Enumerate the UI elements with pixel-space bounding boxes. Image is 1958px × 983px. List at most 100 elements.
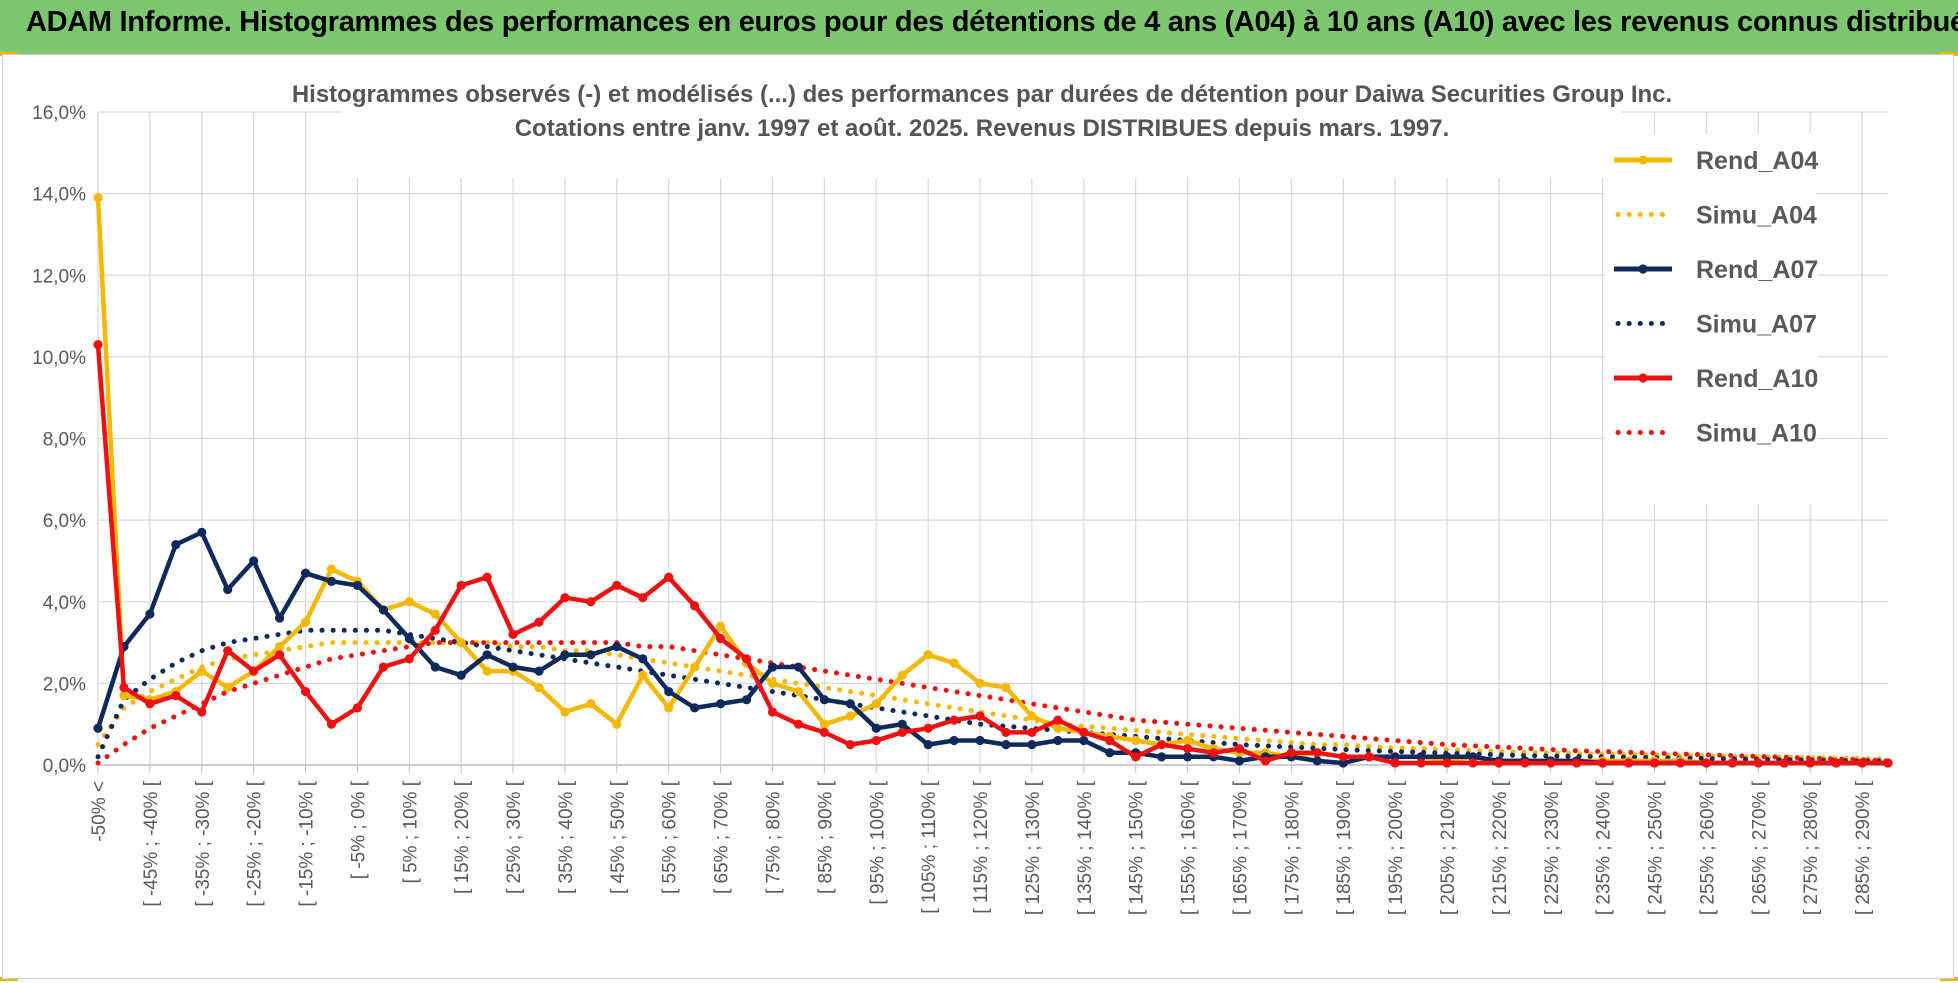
y-tick-label: 12,0% [32,266,86,287]
data-point [975,735,985,746]
data-point [586,699,596,709]
data-point [1312,748,1322,758]
data-point [949,715,959,725]
data-point [119,682,129,693]
data-point [404,654,414,664]
data-point [741,654,752,664]
data-point [586,597,596,607]
title-box [342,78,1622,178]
x-tick-label: [ -5% ; 0% [ [348,780,369,879]
x-tick-label: [ 95% ; 100% [ [867,780,888,904]
data-point [949,735,959,746]
data-point [1338,752,1348,762]
chart-title: Histogrammes observés (-) et modélisés (… [292,81,1672,108]
data-point [638,654,648,664]
data-point [145,609,155,619]
data-point [793,686,804,697]
data-point [1312,756,1322,766]
data-point [1831,758,1841,768]
legend-label: Simu_A07 [1696,311,1817,339]
data-point [1805,758,1815,768]
data-point [1234,744,1245,754]
data-point [560,593,570,603]
x-tick-label: [ 115% ; 120% [ [971,780,992,913]
data-point [171,540,181,550]
data-point [534,666,544,676]
data-point [690,662,700,672]
data-point [923,739,933,750]
x-tick-label: [ 185% ; 190% [ [1334,780,1355,915]
data-point [1727,758,1737,768]
data-point [1234,756,1245,766]
x-tick-label: [ 275% ; 280% [ [1801,780,1822,915]
legend-label: Simu_A10 [1696,420,1817,448]
data-point [352,580,363,591]
data-point [819,719,829,729]
data-point [1779,758,1789,768]
data-point [1416,758,1426,768]
data-point [93,193,103,203]
legend: Rend_A04 Simu_A04 Rend_A07 Simu_A07 Rend_A10… [1605,134,1818,504]
x-tick-label: [ 55% ; 60% [ [660,780,681,894]
series-line-simu-a04 [95,640,1891,762]
data-point [612,719,622,729]
data-point [586,650,596,660]
data-point [300,686,311,697]
data-point [171,691,181,701]
data-point [1364,752,1374,762]
data-point [819,727,829,737]
x-tick-label: [ 145% ; 150% [ [1127,780,1148,915]
data-point [326,576,337,586]
series-simu-a10 [95,640,1891,766]
data-point [1572,758,1582,768]
x-tick-label: [ 175% ; 180% [ [1282,780,1303,915]
data-point [897,727,907,737]
data-point [197,527,207,537]
x-tick-label: [ 255% ; 260% [ [1697,780,1718,915]
data-point [1546,758,1556,768]
data-point [1157,739,1167,750]
data-point [871,699,881,709]
data-point [664,686,674,697]
data-point [404,633,414,644]
data-point [300,568,311,578]
data-point [352,703,363,713]
data-point [119,691,129,701]
x-tick-label: [ 225% ; 230% [ [1542,780,1563,915]
y-tick-label: 14,0% [32,185,86,206]
data-point [274,642,285,652]
data-point [508,629,518,640]
data-point [845,711,855,721]
legend-label: Rend_A10 [1696,365,1818,393]
data-point [975,711,985,721]
report-banner: ADAM Informe. Histogrammes des performan… [0,0,1958,55]
series-simu-a04 [95,640,1891,762]
x-tick-label: [ 285% ; 290% [ [1853,780,1874,915]
legend-box [1605,134,1817,504]
data-point [534,617,544,627]
data-point [1260,756,1270,766]
data-point [1675,758,1686,768]
data-point [923,650,933,660]
data-point [975,678,985,688]
x-tick-label: [ 135% ; 140% [ [1075,780,1096,915]
data-point [845,739,855,750]
data-point [300,617,311,627]
data-point [1027,711,1037,721]
data-point [612,642,622,652]
data-point [1520,758,1530,768]
series-line-rend-a10 [95,344,1888,766]
data-point [1001,727,1011,737]
data-point [1442,758,1452,768]
data-point [430,609,440,619]
y-tick-label: 4,0% [43,593,86,614]
x-tick-label: [ -35% ; -30% [ [193,780,214,906]
data-point [741,695,752,705]
histogram-chart: 0,0% 2,0% 4,0% 6,0% 8,0% 10,0% 12,0% 14,0% 16,0%… [3,55,1954,979]
data-point [404,597,414,607]
report-title: ADAM Informe. Histogrammes des performan… [26,6,1958,38]
data-point [819,695,829,705]
data-point [223,584,233,595]
data-point [560,707,570,717]
data-point [871,735,881,746]
